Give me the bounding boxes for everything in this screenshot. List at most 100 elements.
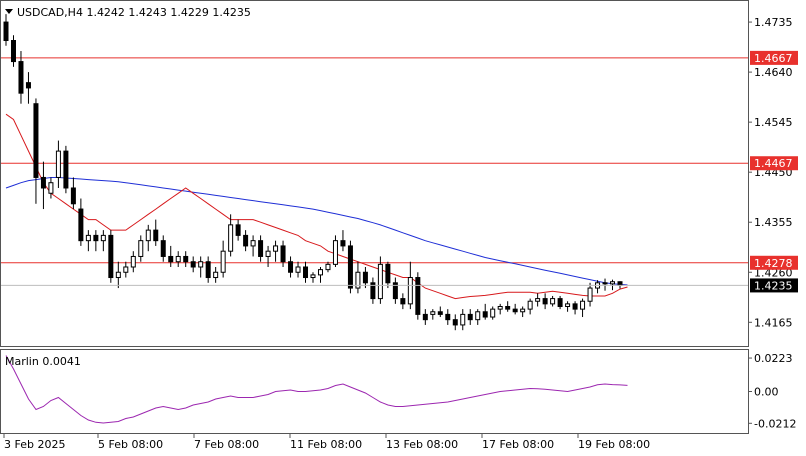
candle-body xyxy=(565,303,571,307)
candle-61 xyxy=(460,309,466,331)
x-tick-label: 19 Feb 08:00 xyxy=(578,438,650,451)
candle-28 xyxy=(213,266,219,283)
candle-51 xyxy=(385,261,391,289)
candle-6 xyxy=(48,177,54,199)
candle-59 xyxy=(445,309,451,325)
candle-23 xyxy=(175,251,181,267)
candle-7 xyxy=(55,140,61,188)
candle-body xyxy=(123,266,129,273)
chart-header: USDCAD,H4 1.4242 1.4243 1.4229 1.4235 xyxy=(5,6,251,19)
indicator-header-text: Marlin 0.0041 xyxy=(5,355,81,368)
candle-body xyxy=(138,240,144,257)
level-price-label-0: 1.4667 xyxy=(754,52,793,65)
candle-14 xyxy=(108,230,114,283)
candle-body xyxy=(520,308,526,313)
y-tick-label: 1.4165 xyxy=(754,316,793,329)
candle-body xyxy=(587,287,593,302)
indicator-pane xyxy=(5,355,628,424)
candle-body xyxy=(228,224,234,252)
candle-body xyxy=(535,298,541,302)
candle-body xyxy=(370,282,376,300)
candle-53 xyxy=(400,293,406,310)
candle-body xyxy=(198,261,204,268)
candle-25 xyxy=(190,256,196,273)
candle-body xyxy=(497,305,503,310)
candle-body xyxy=(430,311,436,315)
candle-71 xyxy=(535,293,541,307)
candle-55 xyxy=(415,272,421,320)
candle-body xyxy=(377,263,383,300)
candle-body xyxy=(362,271,368,284)
candle-body xyxy=(610,281,616,285)
candle-body xyxy=(415,277,421,315)
candle-4 xyxy=(33,98,39,204)
ma-blue-line xyxy=(5,177,628,286)
marlin-line xyxy=(5,355,628,424)
x-tick-label: 17 Feb 08:00 xyxy=(482,438,554,451)
candle-body xyxy=(325,263,331,271)
candle-3 xyxy=(25,72,31,104)
candle-9 xyxy=(70,177,76,210)
candle-66 xyxy=(497,303,503,315)
candle-body xyxy=(48,182,54,194)
candle-62 xyxy=(467,309,473,325)
candle-body xyxy=(265,250,271,257)
candle-63 xyxy=(475,309,481,325)
candle-70 xyxy=(527,298,533,315)
candle-body xyxy=(168,255,174,263)
candle-body xyxy=(70,187,76,205)
x-tick-label: 11 Feb 08:00 xyxy=(290,438,362,451)
candle-body xyxy=(10,40,16,63)
candle-body xyxy=(18,61,24,94)
candle-80 xyxy=(602,278,608,291)
candle-body xyxy=(400,298,406,305)
candle-body xyxy=(317,269,323,276)
candle-18 xyxy=(138,235,144,262)
candle-body xyxy=(108,234,114,279)
candle-41 xyxy=(310,272,316,283)
x-tick-label: 7 Feb 08:00 xyxy=(194,438,259,451)
candle-body xyxy=(460,313,466,326)
candle-20 xyxy=(153,219,159,246)
candle-body xyxy=(452,319,458,326)
y-tick-label: 1.4545 xyxy=(754,116,793,129)
candle-body xyxy=(33,103,39,178)
candle-16 xyxy=(123,261,129,278)
x-tick-label: 13 Feb 08:00 xyxy=(386,438,458,451)
candle-body xyxy=(145,229,151,242)
candle-body xyxy=(153,229,159,242)
candle-72 xyxy=(542,293,548,310)
level-price-tag-2 xyxy=(750,255,798,270)
level-price-tag-0 xyxy=(750,50,798,65)
candle-52 xyxy=(392,277,398,304)
candle-body xyxy=(190,261,196,268)
candle-body xyxy=(602,282,608,285)
candle-13 xyxy=(100,230,106,252)
candle-body xyxy=(310,274,316,279)
indicator-axis: 0.0223 0.00 -0.0212 xyxy=(748,352,796,430)
candle-45 xyxy=(340,230,346,252)
candle-33 xyxy=(250,235,256,257)
candle-31 xyxy=(235,219,241,241)
candle-22 xyxy=(168,245,174,267)
candle-43 xyxy=(325,261,331,273)
candle-21 xyxy=(160,235,166,262)
price-pane xyxy=(1,14,748,331)
candle-body xyxy=(213,271,219,279)
candle-body xyxy=(347,245,353,289)
candle-26 xyxy=(198,256,204,278)
candle-body xyxy=(385,263,391,284)
candle-38 xyxy=(288,256,294,278)
candle-body xyxy=(220,250,226,273)
candle-56 xyxy=(422,309,428,325)
candle-body xyxy=(550,298,556,305)
candle-69 xyxy=(520,306,526,318)
candle-body xyxy=(85,234,91,242)
current-price-label: 1.4235 xyxy=(754,279,793,292)
candle-67 xyxy=(505,301,511,312)
dropdown-arrow-icon[interactable] xyxy=(5,9,13,14)
candle-body xyxy=(407,277,413,305)
candle-body xyxy=(340,240,346,247)
candle-body xyxy=(3,21,9,42)
candle-64 xyxy=(482,303,488,320)
